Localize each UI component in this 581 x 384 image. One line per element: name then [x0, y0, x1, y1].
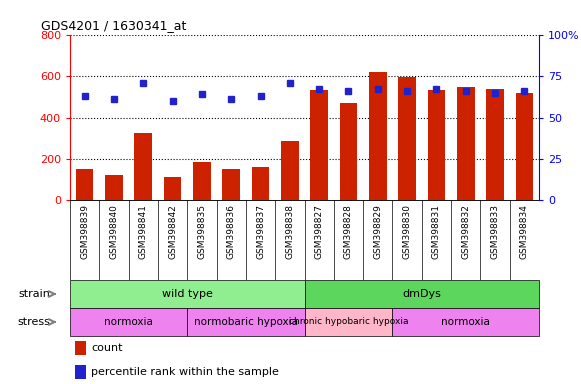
Text: GSM398838: GSM398838 — [285, 204, 295, 259]
Text: GSM398835: GSM398835 — [198, 204, 206, 259]
Bar — [252, 167, 270, 200]
Text: normoxia: normoxia — [442, 317, 490, 327]
Text: GSM398831: GSM398831 — [432, 204, 441, 259]
Bar — [70, 280, 304, 308]
Bar — [187, 308, 304, 336]
Bar — [193, 162, 211, 200]
Text: GDS4201 / 1630341_at: GDS4201 / 1630341_at — [41, 19, 187, 32]
Text: GSM398827: GSM398827 — [315, 204, 324, 259]
Bar — [486, 89, 504, 200]
Bar — [392, 308, 539, 336]
Text: GSM398828: GSM398828 — [344, 204, 353, 259]
Bar — [223, 169, 240, 200]
Text: wild type: wild type — [162, 289, 213, 299]
Text: GSM398834: GSM398834 — [520, 204, 529, 259]
Bar — [399, 77, 416, 200]
Text: normobaric hypoxia: normobaric hypoxia — [194, 317, 298, 327]
Bar — [304, 308, 392, 336]
Text: GSM398837: GSM398837 — [256, 204, 265, 259]
Bar — [76, 169, 94, 200]
Text: normoxia: normoxia — [104, 317, 153, 327]
Text: GSM398836: GSM398836 — [227, 204, 236, 259]
Bar — [369, 72, 386, 200]
Text: GSM398832: GSM398832 — [461, 204, 470, 259]
Text: GSM398829: GSM398829 — [373, 204, 382, 259]
Text: percentile rank within the sample: percentile rank within the sample — [91, 367, 279, 377]
Bar — [281, 141, 299, 200]
Text: GSM398842: GSM398842 — [168, 204, 177, 259]
Bar — [75, 341, 87, 355]
Text: GSM398833: GSM398833 — [490, 204, 500, 259]
Text: count: count — [91, 343, 123, 353]
Bar — [340, 103, 357, 200]
Bar — [105, 175, 123, 200]
Text: GSM398841: GSM398841 — [139, 204, 148, 259]
Bar — [134, 133, 152, 200]
Text: GSM398830: GSM398830 — [403, 204, 411, 259]
Text: dmDys: dmDys — [402, 289, 441, 299]
Text: strain: strain — [19, 289, 51, 299]
Text: GSM398839: GSM398839 — [80, 204, 89, 259]
Bar — [515, 93, 533, 200]
Bar — [75, 365, 87, 379]
Bar — [310, 89, 328, 200]
Text: chronic hypobaric hypoxia: chronic hypobaric hypoxia — [289, 318, 408, 326]
Bar — [428, 89, 445, 200]
Bar — [304, 280, 539, 308]
Text: stress: stress — [17, 317, 51, 327]
Bar — [457, 86, 475, 200]
Text: GSM398840: GSM398840 — [109, 204, 119, 259]
Bar — [70, 308, 187, 336]
Bar — [164, 177, 181, 200]
